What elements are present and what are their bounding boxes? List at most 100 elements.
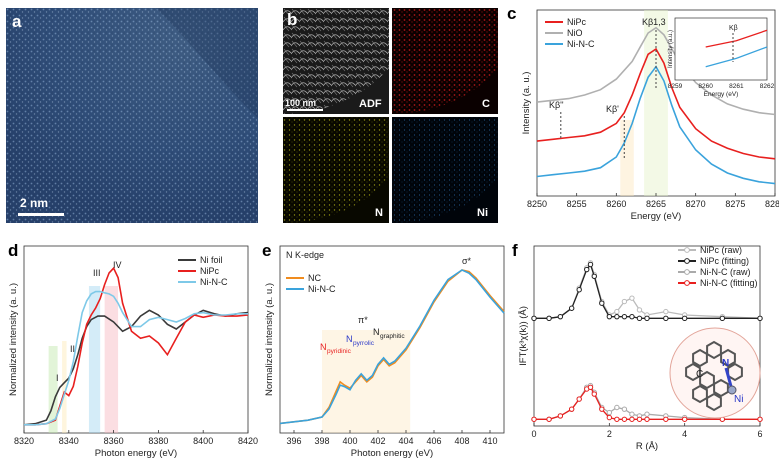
series-point-3: [644, 416, 650, 422]
y-axis-label: Intensity (a. u.): [521, 72, 532, 135]
series-point-1: [719, 315, 726, 322]
y-axis-label: Normalized intensity (a. u.): [8, 283, 19, 396]
series-point-1: [644, 315, 650, 322]
inset-x-tick-label: 8260: [698, 83, 713, 90]
x-tick-label: 406: [426, 436, 441, 446]
annotation: I: [56, 373, 59, 383]
series-point-3: [587, 384, 594, 391]
x-axis-label: R (Å): [636, 441, 658, 452]
chart-f: 0 2 4 6 R (Å) IFT(k³χ(k)) (Å) NiPc (raw)NiPc (…: [518, 245, 763, 452]
x-tick-label: 8360: [104, 436, 124, 446]
x-tick-label: 8280: [765, 199, 779, 209]
x-tick-label: 8265: [646, 199, 666, 209]
annotation: pyridinic: [327, 348, 352, 355]
x-tick-label: 402: [370, 436, 385, 446]
y-axis-label: Normalized intensity (a. u.): [264, 283, 275, 396]
series-point-3: [663, 416, 669, 422]
panel-a: a 2 nm: [6, 8, 258, 223]
atom-label: C: [696, 369, 703, 380]
annotation: pyrrolic: [353, 340, 375, 347]
legend-label: NiPc: [567, 17, 587, 27]
panel-label-f: f: [512, 241, 518, 260]
x-tick-label: 8260: [606, 199, 626, 209]
carbon-ring: [699, 370, 715, 390]
series-line-1: [536, 26, 776, 116]
atom-label: Ni: [734, 394, 743, 405]
series-point-3: [599, 406, 605, 412]
series-point-2: [614, 404, 620, 411]
x-tick-label: 8270: [686, 199, 706, 209]
inset-x-tick-label: 8262: [760, 83, 775, 90]
x-axis-label: Photon energy (eV): [351, 448, 433, 459]
legend-label: Ni-N-C: [567, 39, 595, 49]
annotation: N K-edge: [286, 250, 324, 260]
inset-x-tick-label: 8259: [668, 83, 683, 90]
carbon-ring: [706, 392, 722, 412]
ni-atom: [727, 385, 737, 395]
scale-bar-label: 100 nm: [285, 98, 317, 108]
series-line-1: [279, 269, 505, 425]
legend-label: NiPc (fitting): [700, 256, 749, 266]
series-point-2: [644, 411, 650, 417]
series-point-0: [614, 308, 620, 315]
x-axis-label: Energy (eV): [631, 211, 682, 222]
annotation: II: [70, 344, 75, 354]
carbon-ring: [720, 348, 736, 368]
x-tick-label: 404: [398, 436, 413, 446]
legend-marker: [684, 247, 690, 253]
carbon-ring: [706, 340, 722, 360]
legend-label: Ni-N-C: [308, 284, 336, 294]
annotation: Kβ'': [549, 100, 564, 110]
x-tick-label: 400: [342, 436, 357, 446]
series-point-0: [663, 308, 669, 315]
annotation: Kβ1,3: [642, 17, 666, 27]
series-point-3: [531, 416, 537, 422]
highlight-band: [48, 346, 58, 433]
series-point-1: [546, 315, 552, 322]
plot-frame: [23, 245, 249, 434]
highlight-band: [644, 10, 668, 196]
annotation: III: [93, 268, 101, 278]
eds-maps: [283, 8, 498, 223]
x-tick-label: 396: [286, 436, 301, 446]
series-line-0: [536, 47, 776, 160]
series-point-1: [614, 313, 620, 320]
series-point-2: [629, 411, 635, 417]
chart-d: 8320 8340 8360 8380 8400 8420 Photon energy (e…: [8, 245, 258, 459]
legend-label: Ni-N-C (raw): [700, 267, 751, 277]
panel-label-a: a: [12, 12, 22, 31]
x-tick-label: 8380: [148, 436, 168, 446]
series-point-0: [636, 307, 643, 313]
series-point-2: [606, 409, 613, 416]
series-point-1: [557, 313, 564, 320]
inset-frame: [674, 17, 768, 81]
series-point-1: [568, 305, 575, 311]
plot-frame: [533, 245, 761, 427]
series-point-3: [606, 414, 613, 421]
series-point-3: [636, 416, 643, 422]
series-line-2: [24, 290, 248, 426]
series-point-0: [621, 298, 628, 305]
carbon-ring: [685, 362, 701, 382]
series-point-1: [599, 300, 605, 306]
series-point-1: [576, 287, 582, 293]
panel-label-b: b: [287, 10, 298, 29]
x-tick-label: 8255: [567, 199, 587, 209]
legend-marker: [684, 280, 690, 286]
legend-marker: [684, 269, 690, 275]
x-tick-label: 410: [482, 436, 497, 446]
series-point-1: [629, 313, 635, 320]
scale-bar: [18, 213, 64, 216]
series-point-3: [591, 391, 597, 397]
inset-y-axis-label: Intensity (a.u.): [668, 30, 674, 68]
hrtem-image: [6, 8, 258, 223]
inset-x-tick-label: 8261: [729, 83, 744, 90]
annotation: N: [346, 334, 353, 344]
annotation: graphitic: [380, 333, 405, 340]
series-point-0: [629, 295, 635, 301]
series-point-1: [663, 315, 669, 322]
panel-label-c: c: [507, 4, 517, 23]
series-point-1: [587, 261, 594, 268]
inset-annotation: Kβ: [729, 25, 738, 32]
series-point-1: [591, 273, 597, 279]
